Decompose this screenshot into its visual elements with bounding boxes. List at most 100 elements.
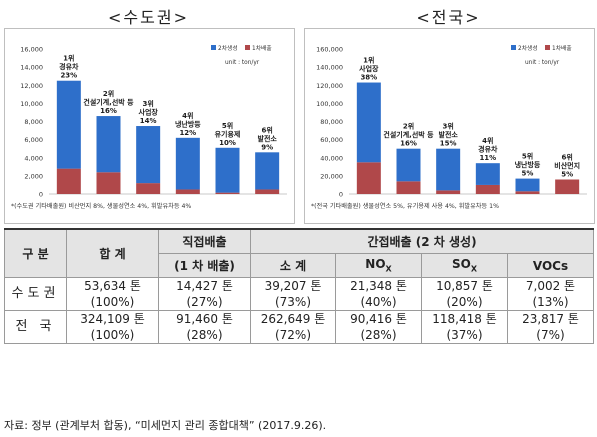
bar-secondary-6 [255,152,280,190]
bar-rank-label: 4위 [482,136,493,145]
bar-chart-metropolitan: 16,000 14,000 12,000 10,000 8,000 6,000 4,000 2… [20,44,287,199]
cell-percent: (28%) [360,328,397,342]
bar-secondary-4 [175,137,200,190]
emission-table: 구 분 합 계 직접배출 간접배출 (2 차 생성) (1 차 배출) 소 계 … [4,228,595,344]
bar-primary-5 [215,192,240,194]
bar-rank-label: 6위 [262,125,273,134]
chart-panel-national: <전국> 160,000 140,000 120,000 100,000 80,000 6… [300,0,597,226]
bar-primary-2 [396,181,421,194]
cell-percent: (13%) [532,295,569,309]
bar-percent-label: 38% [360,74,377,82]
source-note: 자료: 정부 (관계부처 합동), “미세먼지 관리 종합대책” (2017.9… [4,419,327,432]
y-tick-label: 2,000 [24,172,43,180]
bar-percent-label: 5% [561,171,573,179]
bar-percent-label: 5% [522,170,534,178]
chart-note: *(수도권 기타배출원) 비산먼지 8%, 생물성연소 4%, 휘발유차등 4% [11,203,192,210]
cell-percent: (37%) [446,328,483,342]
table-cell: 53,634 톤 (100%) [66,277,159,311]
header-sox: SOX [421,253,508,278]
table-cell: 262,649 톤 (72%) [250,310,336,344]
cell-percent: (28%) [186,328,223,342]
chart-title: <수도권> [108,8,189,27]
y-tick-label: 140,000 [316,64,343,72]
unit-label: unit : ton/yr [225,60,260,66]
legend-label: 2차생성 [518,44,538,52]
cell-value: 118,418 톤 [432,312,497,326]
header-nox: NOX [335,253,422,278]
bar-category-label: 경유차 [478,145,498,154]
y-tick-label: 80,000 [320,118,343,126]
y-tick-label: 16,000 [20,46,43,54]
y-tick-label: 10,000 [20,100,43,108]
bar-primary-1 [356,162,381,194]
table-cell: 10,857 톤 (20%) [421,277,508,311]
chart-title: <전국> [416,8,481,27]
bar-primary-5 [515,191,540,194]
y-tick-label: 14,000 [20,64,43,72]
y-tick-label: 12,000 [20,82,43,90]
bar-category-label: 냉난방등 [175,119,201,128]
bar-category-label: 유기용제 [215,129,241,138]
bar-primary-1 [56,168,81,194]
bar-secondary-3 [136,126,161,184]
y-tick-label: 0 [339,191,343,199]
bar-percent-label: 16% [400,140,417,148]
cell-value: 324,109 톤 [80,312,145,326]
bar-secondary-4 [475,163,500,185]
cell-percent: (100%) [90,295,135,309]
bar-category-label: 사업장 [139,108,159,117]
bar-category-label: 냉난방등 [515,160,541,169]
cell-value: 39,207 톤 [264,279,322,293]
header-indirect: 간접배출 (2 차 생성) [249,228,595,254]
cell-percent: (20%) [446,295,483,309]
legend-label: 1차배출 [552,44,572,52]
cell-percent: (72%) [274,328,312,342]
chart-note: *(전국 기타배출원) 생물성연소 5%, 유기용제 사용 4%, 휘발유차등 … [311,203,499,210]
bar-percent-label: 12% [179,129,196,137]
bar-percent-label: 11% [479,154,496,162]
table-cell: 21,348 톤 (40%) [335,277,422,311]
legend-swatch-primary [545,45,550,50]
table-cell: 14,427 톤 (27%) [158,277,251,311]
cell-percent: (40%) [360,295,397,309]
bar-category-label: 건설기계,선박 등 [83,98,134,107]
y-tick-label: 4,000 [24,154,43,162]
table-cell: 118,418 톤 (37%) [421,310,508,344]
bar-rank-label: 5위 [222,121,233,130]
chart-box: 160,000 140,000 120,000 100,000 80,000 60,000… [304,28,595,224]
bar-rank-label: 2위 [103,89,114,98]
y-tick-label: 20,000 [320,172,343,180]
y-tick-label: 0 [39,191,43,199]
legend-swatch-secondary [511,45,516,50]
row-region: 수도권 [4,277,67,311]
bar-category-label: 발전소 [439,130,459,139]
bar-chart-national: 160,000 140,000 120,000 100,000 80,000 60,000… [316,44,587,199]
table-cell: 91,460 톤 (28%) [158,310,251,344]
bar-rank-label: 3위 [443,122,454,131]
bar-percent-label: 14% [140,117,157,125]
bar-rank-label: 3위 [143,99,154,108]
cell-value: 90,416 톤 [350,312,407,326]
cell-value: 91,460 톤 [176,312,233,326]
cell-percent: (73%) [274,295,312,309]
cell-value: 53,634 톤 [84,279,141,293]
y-tick-label: 60,000 [320,136,343,144]
table-cell: 324,109 톤 (100%) [66,310,159,344]
bar-rank-label: 1위 [63,54,74,63]
bar-category-label: 발전소 [258,134,278,143]
table-row: 전 국 324,109 톤 (100%) 91,460 톤 (28%) 262,649 톤… [4,310,595,344]
bar-rank-label: 1위 [363,56,374,65]
y-tick-label: 100,000 [316,100,343,108]
bar-category-label: 사업장 [359,64,379,73]
bar-primary-3 [136,183,161,194]
header-region: 구 분 [4,228,67,278]
table-cell: 23,817 톤 (7%) [506,310,595,344]
y-tick-label: 8,000 [24,118,43,126]
bar-percent-label: 16% [100,107,117,115]
y-tick-label: 160,000 [316,46,343,54]
legend-swatch-primary [245,45,250,50]
bar-percent-label: 15% [440,140,457,148]
bar-percent-label: 10% [219,139,236,147]
bar-rank-label: 2위 [403,122,414,131]
header-direct: 직접배출 [158,228,251,254]
